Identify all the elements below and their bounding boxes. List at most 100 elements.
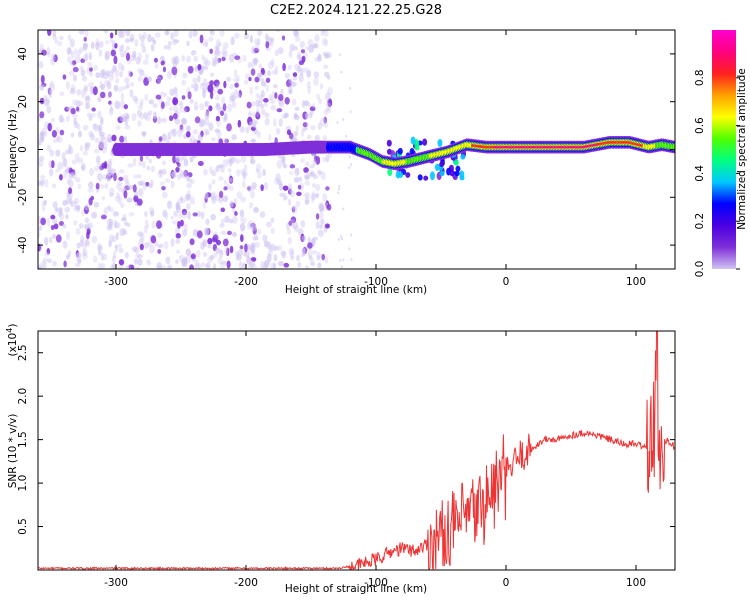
noise-speckle	[78, 223, 84, 229]
noise-speckle	[209, 255, 215, 260]
noise-speckle	[115, 192, 120, 199]
noise-speckle	[38, 137, 43, 143]
noise-speckle	[215, 102, 221, 109]
noise-speckle	[234, 82, 239, 88]
noise-speckle	[148, 99, 154, 105]
noise-speckle	[204, 111, 210, 120]
noise-speckle	[317, 55, 321, 61]
noise-speckle	[137, 258, 143, 266]
noise-speckle	[199, 103, 205, 111]
noise-speckle	[128, 212, 135, 217]
noise-speckle	[197, 134, 203, 142]
noise-speckle	[287, 228, 292, 235]
noise-speckle	[181, 79, 187, 86]
noise-speckle	[186, 55, 192, 63]
noise-speckle	[292, 221, 298, 230]
noise-speckle	[146, 165, 151, 171]
noise-speckle	[200, 130, 204, 138]
noise-speckle	[304, 200, 310, 205]
noise-speckle	[173, 39, 180, 44]
noise-speckle	[236, 169, 241, 177]
noise-speckle	[226, 260, 231, 269]
noise-speckle	[184, 193, 190, 202]
noise-speckle	[93, 123, 99, 133]
noise-speckle	[59, 35, 64, 41]
noise-speckle	[163, 45, 170, 50]
noise-speckle	[219, 30, 225, 37]
noise-speckle	[350, 257, 353, 261]
noise-speckle	[75, 227, 81, 236]
noise-speckle	[214, 95, 220, 101]
noise-speckle	[118, 32, 125, 39]
noise-speckle	[213, 79, 220, 87]
noise-speckle	[89, 67, 93, 72]
noise-speckle	[70, 132, 75, 138]
noise-speckle	[327, 98, 333, 108]
noise-speckle	[118, 176, 124, 181]
noise-speckle	[87, 222, 94, 229]
noise-speckle	[114, 100, 121, 110]
noise-speckle	[84, 30, 89, 37]
noise-speckle	[258, 94, 263, 103]
x-tick-label: -200	[234, 577, 258, 589]
noise-speckle	[288, 186, 293, 193]
noise-speckle	[232, 231, 238, 238]
noise-speckle	[85, 240, 91, 248]
noise-speckle	[242, 250, 246, 257]
noise-speckle	[159, 55, 165, 61]
noise-speckle	[54, 207, 59, 213]
noise-speckle	[300, 49, 306, 54]
noise-speckle	[56, 136, 60, 142]
noise-speckle	[55, 234, 62, 243]
noise-speckle	[108, 107, 114, 116]
noise-speckle	[222, 103, 227, 112]
noise-speckle	[79, 65, 84, 71]
noise-speckle	[310, 172, 316, 177]
spectral-blob	[437, 139, 443, 147]
noise-speckle	[89, 85, 94, 95]
noise-speckle	[317, 170, 322, 175]
noise-speckle	[77, 49, 82, 56]
noise-speckle	[317, 169, 322, 176]
noise-speckle	[303, 126, 308, 131]
noise-speckle	[72, 66, 79, 73]
noise-speckle	[65, 165, 70, 172]
noise-speckle	[67, 46, 72, 55]
noise-speckle	[175, 166, 180, 173]
noise-speckle	[109, 187, 115, 197]
noise-speckle	[145, 181, 150, 187]
noise-speckle	[82, 243, 87, 251]
noise-speckle	[61, 152, 66, 160]
noise-speckle	[44, 252, 50, 257]
noise-speckle	[87, 187, 94, 193]
colorbar-label: Normalized spectral amplitude	[736, 68, 748, 229]
noise-speckle	[167, 131, 172, 140]
noise-speckle	[221, 56, 226, 62]
spectral-blob	[454, 170, 460, 177]
noise-speckle	[189, 178, 195, 185]
noise-speckle	[134, 258, 139, 266]
noise-speckle	[312, 158, 317, 167]
noise-speckle	[50, 117, 55, 123]
noise-speckle	[233, 69, 238, 78]
noise-speckle	[144, 219, 149, 226]
noise-speckle	[186, 175, 190, 182]
noise-speckle	[211, 57, 218, 62]
noise-speckle	[109, 32, 114, 39]
noise-speckle	[118, 187, 124, 193]
noise-speckle	[308, 254, 312, 261]
noise-speckle	[48, 89, 53, 99]
noise-speckle	[114, 69, 120, 78]
noise-speckle	[217, 88, 224, 95]
noise-speckle	[48, 236, 53, 244]
noise-speckle	[83, 86, 88, 96]
noise-speckle	[275, 30, 281, 33]
noise-speckle	[98, 40, 104, 48]
noise-speckle	[67, 250, 72, 258]
noise-speckle	[211, 60, 217, 67]
noise-speckle	[143, 224, 148, 234]
noise-speckle	[46, 217, 51, 227]
noise-speckle	[69, 38, 75, 48]
noise-speckle	[117, 116, 124, 124]
noise-speckle	[271, 69, 278, 75]
